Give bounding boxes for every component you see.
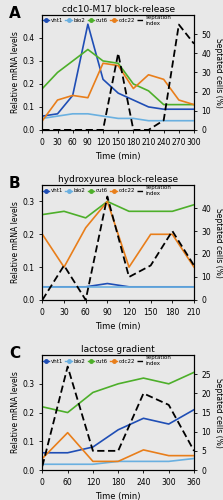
Text: B: B bbox=[9, 176, 21, 191]
Y-axis label: Relative mRNA levels: Relative mRNA levels bbox=[11, 372, 20, 454]
Title: cdc10-M17 block-release: cdc10-M17 block-release bbox=[62, 5, 175, 14]
Title: lactose gradient: lactose gradient bbox=[81, 346, 155, 354]
Y-axis label: Septated cells (%): Septated cells (%) bbox=[214, 208, 223, 278]
Y-axis label: Septated cells (%): Septated cells (%) bbox=[214, 38, 223, 108]
Legend: vht1, bio2, cut6, cdc22, septation
index: vht1, bio2, cut6, cdc22, septation index bbox=[42, 15, 172, 26]
X-axis label: Time (min): Time (min) bbox=[95, 322, 141, 331]
Text: A: A bbox=[9, 6, 21, 21]
Legend: vht1, bio2, cut6, cdc22, septation
index: vht1, bio2, cut6, cdc22, septation index bbox=[42, 185, 172, 196]
Y-axis label: Relative mRNA levels: Relative mRNA levels bbox=[11, 202, 20, 283]
Title: hydroxyurea block-release: hydroxyurea block-release bbox=[58, 176, 178, 184]
Legend: vht1, bio2, cut6, cdc22, septation
index: vht1, bio2, cut6, cdc22, septation index bbox=[42, 355, 172, 366]
X-axis label: Time (min): Time (min) bbox=[95, 152, 141, 161]
Text: C: C bbox=[9, 346, 20, 361]
Y-axis label: Relative mRNA levels: Relative mRNA levels bbox=[11, 32, 20, 114]
X-axis label: Time (min): Time (min) bbox=[95, 492, 141, 500]
Y-axis label: Septated cells (%): Septated cells (%) bbox=[214, 378, 223, 448]
